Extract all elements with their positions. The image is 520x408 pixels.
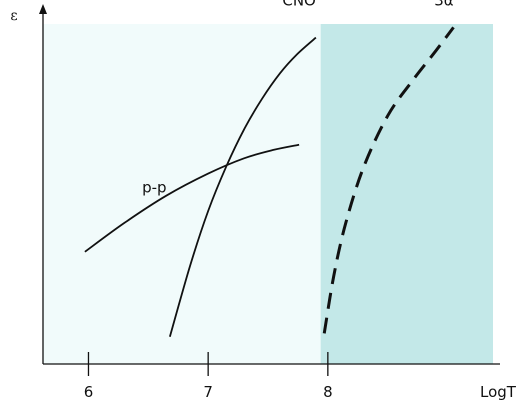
series-group <box>84 26 455 338</box>
series-line-3 <box>322 26 455 334</box>
y-axis-label: ε <box>10 8 17 24</box>
curve-label-cno: CNO <box>282 0 316 9</box>
background-regions <box>43 24 493 364</box>
x-tick-label: 7 <box>203 383 213 401</box>
axes <box>39 4 500 365</box>
x-axis-label: LogT <box>480 383 517 401</box>
x-tick-label: 8 <box>323 383 333 401</box>
curve-label-p-p: p-p <box>142 178 166 196</box>
curve-label-3: 3α <box>434 0 454 9</box>
series-line-p-p <box>84 143 300 253</box>
labels: ε LogT <box>10 8 516 401</box>
background-region-2 <box>320 24 493 364</box>
y-axis-arrowhead <box>39 4 47 14</box>
x-tick-label: 6 <box>84 383 94 401</box>
series-line-cno <box>168 36 317 338</box>
x-ticks: 6 7 8 <box>84 352 333 401</box>
curve-labels: p-p CNO 3α <box>142 0 454 196</box>
